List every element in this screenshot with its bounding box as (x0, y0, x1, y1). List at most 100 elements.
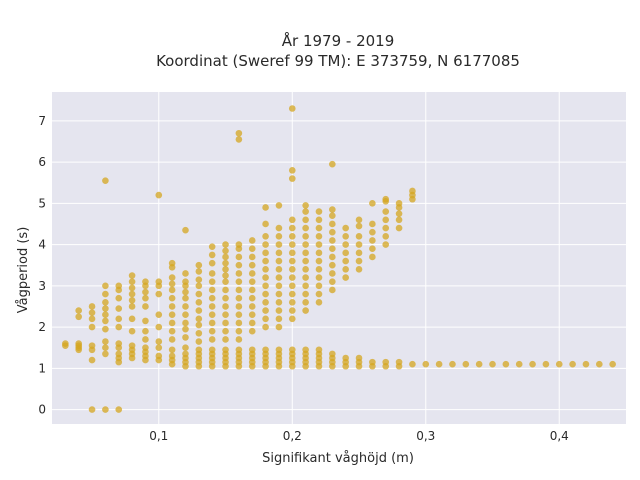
data-point (262, 315, 269, 323)
data-point (369, 245, 376, 253)
data-point (248, 327, 256, 335)
data-point (288, 282, 296, 290)
data-point (302, 249, 309, 257)
data-point (288, 274, 296, 281)
data-point (235, 129, 243, 137)
data-point (195, 290, 203, 298)
data-point (315, 282, 323, 290)
data-point (395, 200, 403, 207)
data-point (208, 278, 216, 286)
data-point (302, 346, 309, 354)
data-point (248, 237, 256, 244)
data-point (208, 251, 216, 259)
data-point (315, 266, 323, 273)
data-point (88, 303, 96, 310)
data-point (302, 233, 309, 240)
data-point (235, 261, 243, 269)
data-point (182, 325, 189, 333)
data-point (275, 315, 283, 323)
data-point (182, 344, 189, 352)
data-point (369, 237, 376, 244)
data-point (262, 290, 269, 298)
data-point (168, 259, 176, 267)
data-point (182, 350, 189, 358)
data-point (262, 307, 269, 314)
data-point (62, 342, 69, 349)
data-point (248, 319, 256, 327)
data-point (115, 294, 123, 302)
data-point (275, 282, 283, 290)
data-point (288, 290, 296, 298)
data-point (342, 257, 349, 265)
data-point (222, 278, 229, 286)
data-point (168, 303, 176, 310)
data-point (115, 305, 123, 312)
data-point (142, 336, 149, 343)
data-point (182, 278, 189, 286)
data-point (262, 204, 269, 211)
data-point (102, 317, 109, 325)
y-tick-label: 6 (38, 155, 46, 169)
data-point (195, 346, 203, 354)
y-tick-label: 3 (38, 279, 46, 293)
data-point (355, 241, 363, 248)
data-point (315, 290, 323, 298)
data-point (329, 245, 336, 253)
data-point (128, 342, 136, 349)
data-point (288, 105, 296, 112)
data-point (168, 294, 176, 302)
data-point (342, 266, 349, 273)
data-point (155, 338, 163, 345)
data-point (222, 247, 229, 255)
data-point (275, 241, 283, 248)
data-point (302, 257, 309, 265)
data-point (88, 309, 96, 316)
data-point (275, 249, 283, 257)
data-point (395, 216, 403, 224)
data-point (288, 167, 296, 174)
data-point (248, 278, 256, 286)
data-point (275, 307, 283, 314)
data-point (262, 346, 269, 354)
data-point (342, 233, 349, 240)
data-point (609, 360, 616, 368)
data-point (222, 294, 229, 302)
plot-area (52, 92, 626, 424)
data-point (302, 224, 309, 232)
y-tick-label: 1 (38, 361, 46, 375)
data-point (288, 249, 296, 257)
data-points (62, 105, 616, 413)
data-point (288, 346, 296, 354)
data-point (235, 253, 243, 261)
data-point (342, 224, 349, 232)
data-point (542, 360, 550, 368)
data-point (102, 325, 109, 333)
data-point (288, 216, 296, 224)
y-tick-label: 7 (38, 114, 46, 128)
data-point (275, 299, 283, 306)
data-point (355, 266, 363, 273)
data-point (75, 307, 82, 314)
data-point (489, 360, 496, 368)
data-point (195, 321, 203, 329)
data-point (195, 315, 203, 323)
y-tick-label: 5 (38, 196, 46, 210)
data-point (288, 307, 296, 314)
data-point (75, 340, 82, 347)
data-point (222, 266, 229, 273)
data-point (115, 406, 123, 413)
data-point (115, 350, 123, 358)
data-point (342, 274, 349, 281)
data-point (235, 278, 243, 286)
data-point (409, 187, 416, 195)
data-point (275, 266, 283, 273)
data-point (155, 352, 163, 360)
data-point (395, 224, 403, 232)
data-point (88, 406, 96, 413)
data-point (315, 257, 323, 265)
data-point (288, 241, 296, 248)
y-axis-ticks: 0 1 2 3 4 5 6 7 (38, 114, 46, 417)
data-point (395, 358, 403, 366)
data-point (422, 360, 430, 368)
data-point (315, 274, 323, 281)
